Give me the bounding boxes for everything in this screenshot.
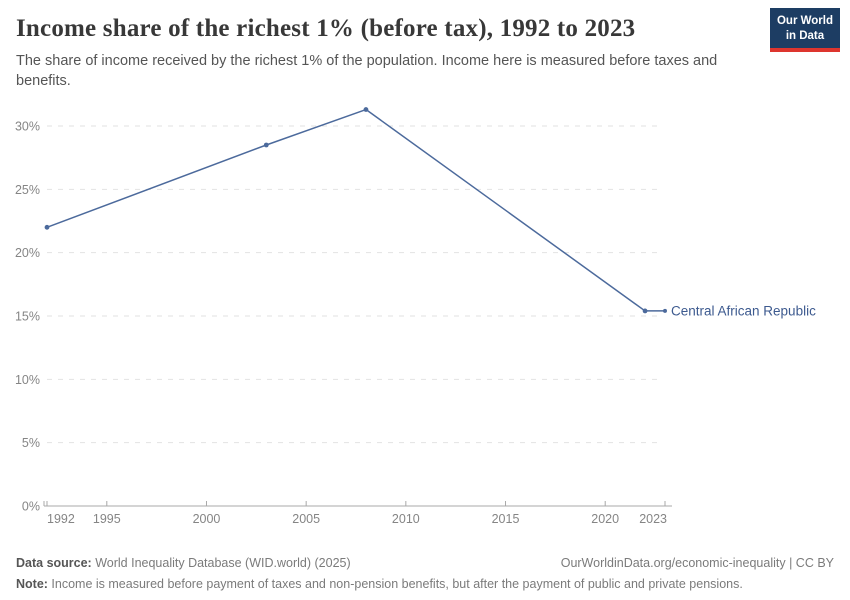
data-point-marker[interactable] bbox=[642, 308, 648, 314]
data-point-marker[interactable] bbox=[263, 142, 269, 148]
data-source-line: Data source: World Inequality Database (… bbox=[16, 556, 351, 570]
series-entity-label[interactable]: Central African Republic bbox=[671, 303, 816, 318]
x-axis-tick-label: 2010 bbox=[392, 512, 420, 526]
owid-url-link[interactable]: OurWorldinData.org/economic-inequality bbox=[560, 556, 786, 570]
x-axis-tick-label: 1992 bbox=[47, 512, 75, 526]
x-axis-tick-label: 1995 bbox=[93, 512, 121, 526]
note-line: Note: Income is measured before payment … bbox=[16, 577, 834, 591]
x-axis-tick-label: 2005 bbox=[292, 512, 320, 526]
y-axis-tick-label: 30% bbox=[15, 119, 40, 133]
x-axis-tick-label: 2023 bbox=[639, 512, 667, 526]
chart-footer: Data source: World Inequality Database (… bbox=[0, 556, 850, 591]
chart-header: Income share of the richest 1% (before t… bbox=[16, 14, 834, 91]
note-value: Income is measured before payment of tax… bbox=[47, 577, 743, 591]
y-axis-tick-label: 10% bbox=[15, 373, 40, 387]
y-axis-tick-label: 5% bbox=[22, 436, 40, 450]
chart-title: Income share of the richest 1% (before t… bbox=[16, 15, 636, 42]
y-axis-tick-label: 25% bbox=[15, 183, 40, 197]
license-label[interactable]: CC BY bbox=[795, 556, 834, 570]
owid-logo[interactable]: Our World in Data bbox=[769, 8, 840, 53]
y-axis-tick-label: 20% bbox=[15, 246, 40, 260]
x-axis-tick-label: 2000 bbox=[193, 512, 221, 526]
y-axis-tick-label: 15% bbox=[15, 309, 40, 323]
owid-logo-line2: in Data bbox=[785, 29, 825, 42]
data-point-marker[interactable] bbox=[363, 107, 369, 112]
chart-subtitle: The share of income received by the rich… bbox=[16, 53, 718, 89]
data-source-value: World Inequality Database (WID.world) (2… bbox=[91, 556, 351, 570]
license-separator: | bbox=[785, 556, 796, 570]
x-axis-tick-label: 2015 bbox=[492, 512, 520, 526]
attribution-line: OurWorldinData.org/economic-inequality |… bbox=[561, 556, 834, 570]
data-point-marker[interactable] bbox=[44, 224, 50, 230]
data-source-label: Data source: bbox=[16, 556, 92, 570]
series-line[interactable] bbox=[46, 108, 665, 312]
note-label: Note: bbox=[16, 577, 48, 591]
y-axis-tick-label: 0% bbox=[22, 500, 40, 514]
x-axis-tick-label: 2020 bbox=[591, 512, 619, 526]
owid-logo-line1: Our World bbox=[776, 15, 833, 27]
data-point-marker[interactable] bbox=[663, 308, 667, 313]
